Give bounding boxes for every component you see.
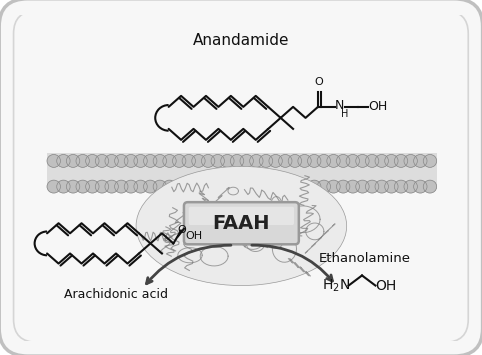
Circle shape <box>365 180 379 193</box>
Bar <box>47 153 437 189</box>
Circle shape <box>317 180 331 193</box>
Circle shape <box>298 180 311 193</box>
Text: O: O <box>315 77 323 87</box>
Circle shape <box>230 154 244 167</box>
Circle shape <box>144 154 157 167</box>
Circle shape <box>327 180 340 193</box>
Circle shape <box>288 154 302 167</box>
Circle shape <box>221 180 234 193</box>
Circle shape <box>269 154 282 167</box>
Circle shape <box>115 180 128 193</box>
Text: Ethanolamine: Ethanolamine <box>319 252 411 264</box>
Circle shape <box>346 154 360 167</box>
Bar <box>47 165 437 182</box>
Circle shape <box>240 180 254 193</box>
Circle shape <box>279 180 292 193</box>
Circle shape <box>182 180 196 193</box>
Circle shape <box>259 154 273 167</box>
Circle shape <box>173 180 186 193</box>
Circle shape <box>86 154 99 167</box>
Circle shape <box>375 180 388 193</box>
Circle shape <box>57 154 70 167</box>
Circle shape <box>414 180 427 193</box>
Circle shape <box>423 180 437 193</box>
Circle shape <box>385 154 398 167</box>
Text: FAAH: FAAH <box>213 214 270 233</box>
Circle shape <box>346 180 360 193</box>
Circle shape <box>279 154 292 167</box>
Circle shape <box>298 154 311 167</box>
Circle shape <box>269 180 282 193</box>
Circle shape <box>317 154 331 167</box>
Circle shape <box>124 180 138 193</box>
Circle shape <box>115 154 128 167</box>
Circle shape <box>95 180 109 193</box>
Circle shape <box>201 154 215 167</box>
Circle shape <box>250 154 263 167</box>
Circle shape <box>201 180 215 193</box>
FancyBboxPatch shape <box>189 207 294 225</box>
Circle shape <box>394 154 408 167</box>
Circle shape <box>144 180 157 193</box>
Text: Anandamide: Anandamide <box>193 33 290 48</box>
Circle shape <box>221 154 234 167</box>
Circle shape <box>259 180 273 193</box>
Circle shape <box>394 180 408 193</box>
Circle shape <box>356 180 369 193</box>
Text: N: N <box>335 99 345 113</box>
Circle shape <box>182 154 196 167</box>
Circle shape <box>67 180 80 193</box>
Circle shape <box>211 180 225 193</box>
Circle shape <box>163 154 176 167</box>
Circle shape <box>163 180 176 193</box>
Circle shape <box>105 154 119 167</box>
Circle shape <box>211 154 225 167</box>
Circle shape <box>134 180 147 193</box>
Ellipse shape <box>136 166 347 285</box>
FancyBboxPatch shape <box>184 202 299 244</box>
Circle shape <box>250 180 263 193</box>
Circle shape <box>192 154 205 167</box>
Circle shape <box>288 180 302 193</box>
Text: OH: OH <box>185 231 202 241</box>
Circle shape <box>414 154 427 167</box>
Circle shape <box>356 154 369 167</box>
Circle shape <box>47 154 60 167</box>
Circle shape <box>192 180 205 193</box>
Circle shape <box>95 154 109 167</box>
Circle shape <box>153 180 167 193</box>
Circle shape <box>230 180 244 193</box>
Circle shape <box>105 180 119 193</box>
Circle shape <box>404 154 417 167</box>
Text: OH: OH <box>375 279 397 293</box>
Text: O: O <box>178 225 187 235</box>
Circle shape <box>76 180 89 193</box>
Circle shape <box>173 154 186 167</box>
Circle shape <box>47 180 60 193</box>
Circle shape <box>336 154 350 167</box>
Circle shape <box>308 154 321 167</box>
Circle shape <box>385 180 398 193</box>
Text: OH: OH <box>369 100 388 113</box>
Circle shape <box>423 154 437 167</box>
Circle shape <box>327 154 340 167</box>
Text: H$_2$N: H$_2$N <box>322 277 350 294</box>
Circle shape <box>76 154 89 167</box>
Text: Arachidonic acid: Arachidonic acid <box>64 288 168 301</box>
Text: H: H <box>341 109 348 119</box>
Circle shape <box>336 180 350 193</box>
Circle shape <box>67 154 80 167</box>
Circle shape <box>308 180 321 193</box>
Circle shape <box>240 154 254 167</box>
Circle shape <box>404 180 417 193</box>
Circle shape <box>86 180 99 193</box>
Circle shape <box>375 154 388 167</box>
Circle shape <box>153 154 167 167</box>
Circle shape <box>124 154 138 167</box>
Circle shape <box>57 180 70 193</box>
Circle shape <box>365 154 379 167</box>
Circle shape <box>134 154 147 167</box>
